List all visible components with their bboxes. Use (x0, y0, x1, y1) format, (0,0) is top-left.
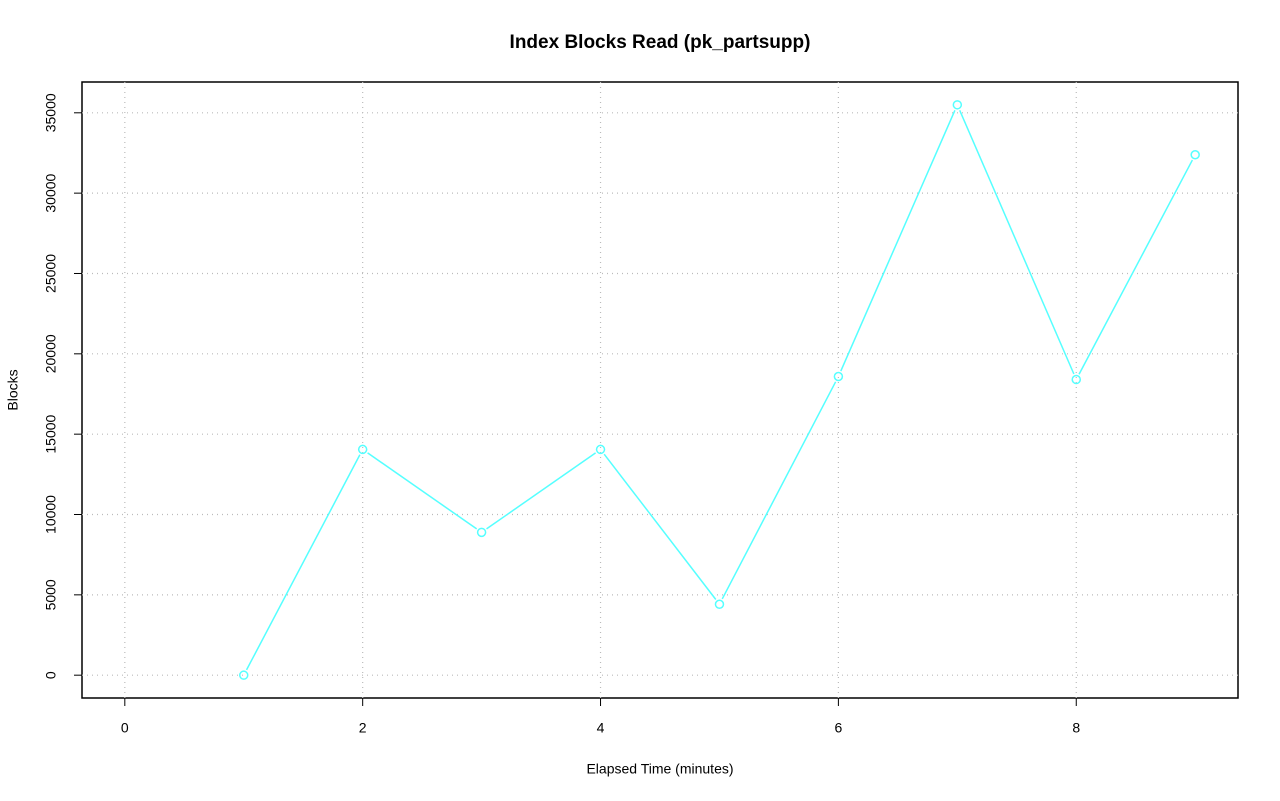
y-tick-label: 35000 (43, 93, 59, 132)
y-tick-label: 5000 (43, 579, 59, 610)
y-tick-label: 15000 (43, 414, 59, 453)
x-tick-label: 6 (834, 720, 842, 736)
data-point (238, 670, 249, 680)
x-tick-label: 0 (121, 720, 129, 736)
x-tick-label: 8 (1072, 720, 1080, 736)
data-point (714, 599, 725, 610)
plot-frame (81, 81, 1239, 699)
line-segment (840, 110, 956, 372)
data-point (1190, 150, 1200, 160)
line-segment (486, 452, 597, 530)
y-tick-label: 30000 (43, 173, 59, 212)
x-tick-label: 2 (359, 720, 367, 736)
data-point (952, 100, 963, 110)
line-segment (721, 381, 837, 600)
line-segment (959, 110, 1075, 375)
line-segment (367, 452, 478, 530)
data-point (595, 444, 606, 455)
data-point (833, 371, 844, 382)
y-tick-label: 10000 (43, 495, 59, 534)
line-segment (603, 453, 717, 600)
x-axis-label: Elapsed Time (minutes) (586, 761, 733, 777)
data-point (357, 444, 368, 455)
line-segment (1078, 159, 1194, 375)
y-tick-label: 20000 (43, 334, 59, 373)
line-segment (245, 454, 361, 671)
y-tick-label: 25000 (43, 254, 59, 293)
y-axis-label: Blocks (5, 369, 21, 410)
x-tick-label: 4 (597, 720, 605, 736)
data-point (1071, 374, 1082, 385)
data-point (476, 527, 487, 538)
chart-title: Index Blocks Read (pk_partsupp) (510, 32, 811, 53)
y-tick-label: 0 (43, 671, 59, 679)
